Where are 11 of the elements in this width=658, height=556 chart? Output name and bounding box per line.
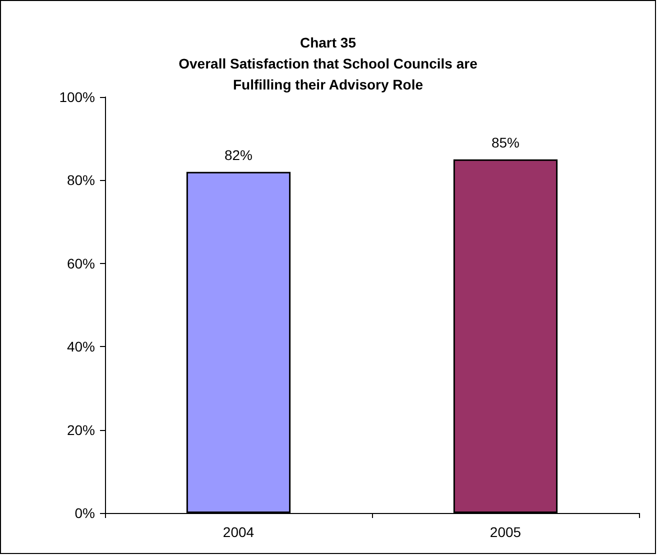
data-label: 82%: [224, 146, 253, 163]
y-tick-label: 80%: [66, 172, 95, 188]
y-tick-label: 100%: [59, 89, 95, 105]
x-tick-label: 2005: [490, 524, 522, 540]
y-tick-label: 20%: [66, 422, 95, 438]
x-tick-label: 2004: [222, 524, 254, 540]
y-tick-label: 40%: [66, 338, 95, 355]
data-label: 85%: [491, 134, 520, 150]
y-tick-label: 0%: [74, 505, 95, 521]
y-tick-label: 60%: [66, 255, 95, 272]
chart-title: Chart 35 Overall Satisfaction that School Councils are Fulfilling their Advisory Role: [178, 34, 478, 92]
